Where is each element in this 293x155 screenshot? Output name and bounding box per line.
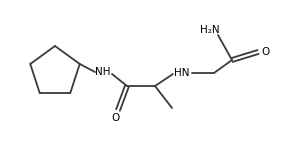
Text: HN: HN (174, 68, 190, 78)
Text: O: O (262, 47, 270, 57)
Text: NH: NH (95, 67, 111, 77)
Text: O: O (112, 113, 120, 123)
Text: H₂N: H₂N (200, 25, 220, 35)
